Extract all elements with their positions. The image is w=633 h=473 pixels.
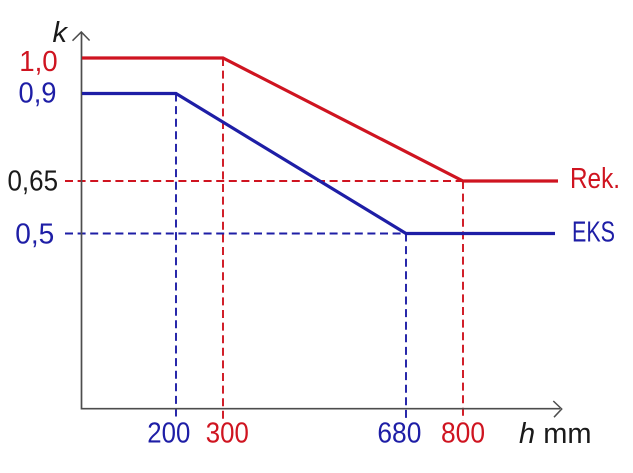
svg-text:1,0: 1,0 <box>19 46 58 78</box>
svg-text:h mm: h mm <box>519 418 592 450</box>
svg-text:0,9: 0,9 <box>19 78 57 110</box>
svg-text:300: 300 <box>206 418 249 450</box>
svg-text:0,65: 0,65 <box>8 166 59 198</box>
svg-text:EKS: EKS <box>572 217 615 249</box>
svg-text:Rek.: Rek. <box>570 163 620 195</box>
svg-text:800: 800 <box>441 418 485 450</box>
svg-text:680: 680 <box>377 418 421 450</box>
svg-text:0,5: 0,5 <box>15 218 54 250</box>
svg-text:200: 200 <box>147 418 190 450</box>
svg-text:k: k <box>53 17 69 49</box>
